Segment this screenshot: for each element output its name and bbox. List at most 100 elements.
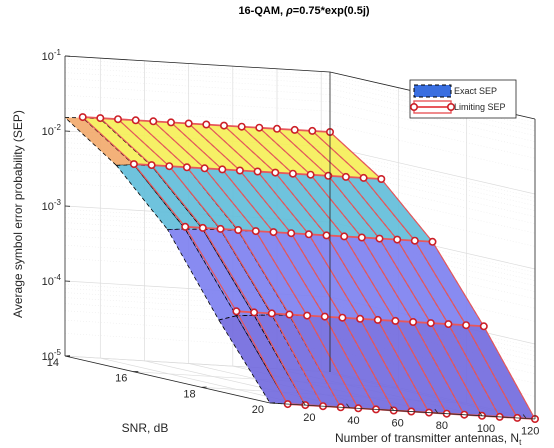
surface-patch bbox=[166, 228, 238, 321]
limiting-sep-marker bbox=[220, 121, 229, 130]
limiting-sep-marker bbox=[167, 118, 176, 127]
limiting-sep-marker bbox=[129, 160, 138, 169]
x-tick bbox=[390, 406, 394, 411]
limiting-sep-connector bbox=[221, 169, 274, 233]
limiting-sep-connector bbox=[235, 311, 289, 405]
limiting-sep-marker bbox=[322, 231, 331, 240]
x-tick bbox=[434, 408, 439, 414]
limiting-sep-connector bbox=[288, 314, 342, 408]
limiting-sep-marker bbox=[324, 171, 333, 180]
limiting-sep-marker bbox=[78, 113, 87, 122]
limiting-sep-marker bbox=[184, 119, 193, 128]
limiting-sep-marker bbox=[269, 228, 278, 237]
limiting-sep-marker bbox=[232, 307, 241, 316]
limiting-sep-marker bbox=[181, 222, 190, 231]
limiting-sep-marker bbox=[202, 120, 211, 129]
axis-edge bbox=[64, 55, 331, 73]
surface-patch bbox=[290, 232, 361, 320]
surface-patch bbox=[396, 239, 467, 326]
surface-patch bbox=[219, 229, 291, 316]
limiting-sep-marker bbox=[147, 161, 156, 170]
x-axis-label: Number of transmitter antennas, Nt bbox=[335, 431, 522, 447]
limiting-sep-connector bbox=[361, 237, 414, 323]
axis-edge bbox=[269, 402, 536, 420]
limiting-sep-connector bbox=[205, 124, 258, 172]
limiting-sep-connector bbox=[308, 233, 361, 320]
limiting-sep-marker bbox=[410, 236, 419, 245]
limiting-sep-connector bbox=[271, 313, 324, 407]
y-tick-label: 16 bbox=[115, 373, 127, 385]
limiting-sep-marker bbox=[255, 123, 264, 132]
limiting-sep-marker bbox=[304, 230, 313, 239]
surface-patch bbox=[272, 231, 344, 319]
limiting-sep-connector bbox=[483, 325, 536, 420]
limiting-sep-marker bbox=[131, 116, 140, 125]
limiting-sep-connector bbox=[329, 131, 382, 180]
limiting-sep-marker bbox=[287, 229, 296, 238]
limiting-sep-connector bbox=[168, 165, 221, 230]
limiting-sep-connector bbox=[325, 235, 379, 321]
legend-label-limiting-sep: Limiting SEP bbox=[454, 102, 506, 112]
surface-patch bbox=[184, 228, 255, 317]
surface-patch bbox=[255, 230, 326, 318]
limiting-sep-connector bbox=[327, 175, 380, 239]
legend-marker-right bbox=[446, 103, 455, 112]
limiting-sep-marker bbox=[250, 308, 259, 317]
limiting-sep-connector bbox=[396, 239, 449, 325]
limiting-sep-marker bbox=[267, 309, 276, 318]
limiting-sep-marker bbox=[165, 162, 174, 171]
limiting-sep-marker bbox=[218, 165, 227, 174]
limiting-sep-marker bbox=[96, 114, 105, 123]
limiting-sep-marker bbox=[182, 163, 191, 172]
limiting-sep-connector bbox=[255, 230, 308, 316]
limiting-sep-connector bbox=[184, 226, 237, 312]
limiting-sep-marker bbox=[308, 126, 317, 135]
limiting-sep-connector bbox=[151, 164, 204, 229]
limiting-sep-marker bbox=[320, 312, 329, 321]
limiting-sep-marker bbox=[391, 316, 400, 325]
limiting-sep-marker bbox=[216, 224, 225, 233]
limiting-sep-connector bbox=[359, 318, 412, 412]
limiting-sep-marker bbox=[393, 235, 402, 244]
limiting-sep-marker bbox=[341, 172, 350, 181]
limiting-sep-connector bbox=[204, 167, 257, 232]
limiting-sep-marker bbox=[428, 237, 437, 246]
limiting-sep-marker bbox=[338, 313, 347, 322]
z-tick-label: 10-2 bbox=[42, 123, 62, 138]
surface-patch bbox=[378, 238, 450, 325]
surface-patch bbox=[308, 233, 379, 321]
limiting-sep-connector bbox=[377, 319, 430, 413]
limiting-sep-connector bbox=[133, 163, 186, 228]
limiting-sep-marker bbox=[198, 223, 207, 232]
surface-patch bbox=[414, 240, 485, 327]
z-tick-label: 10-5 bbox=[42, 348, 62, 363]
limiting-sep-connector bbox=[311, 130, 364, 179]
x-tick bbox=[478, 411, 483, 417]
limiting-sep-connector bbox=[324, 316, 377, 410]
limiting-sep-marker bbox=[409, 317, 418, 326]
limiting-sep-connector bbox=[99, 117, 152, 166]
limiting-sep-marker bbox=[303, 311, 312, 320]
y-tick-label: 18 bbox=[183, 388, 195, 400]
limiting-sep-connector bbox=[239, 170, 292, 234]
limiting-sep-connector bbox=[380, 178, 433, 243]
limiting-sep-connector bbox=[447, 323, 501, 418]
limiting-sep-connector bbox=[345, 176, 398, 240]
limiting-sep-marker bbox=[114, 115, 123, 124]
limiting-sep-connector bbox=[258, 127, 311, 176]
limiting-sep-marker bbox=[285, 310, 294, 319]
limiting-sep-connector bbox=[276, 128, 329, 177]
exact-sep-surface bbox=[63, 117, 536, 420]
limiting-sep-connector bbox=[219, 228, 273, 314]
surface-patch bbox=[343, 235, 414, 323]
y-tick-label: 14 bbox=[47, 357, 59, 369]
limiting-sep-connector bbox=[152, 120, 205, 169]
limiting-sep-marker bbox=[271, 168, 280, 177]
limiting-sep-marker bbox=[235, 166, 244, 175]
limiting-sep-connector bbox=[465, 324, 518, 419]
limiting-sep-connector bbox=[394, 320, 448, 414]
limiting-sep-connector bbox=[290, 232, 343, 319]
limiting-sep-connector bbox=[188, 123, 241, 171]
axis-edge bbox=[64, 355, 271, 404]
chart-title: 16-QAM, ρ=0.75*exp(0.5j) bbox=[238, 5, 369, 17]
